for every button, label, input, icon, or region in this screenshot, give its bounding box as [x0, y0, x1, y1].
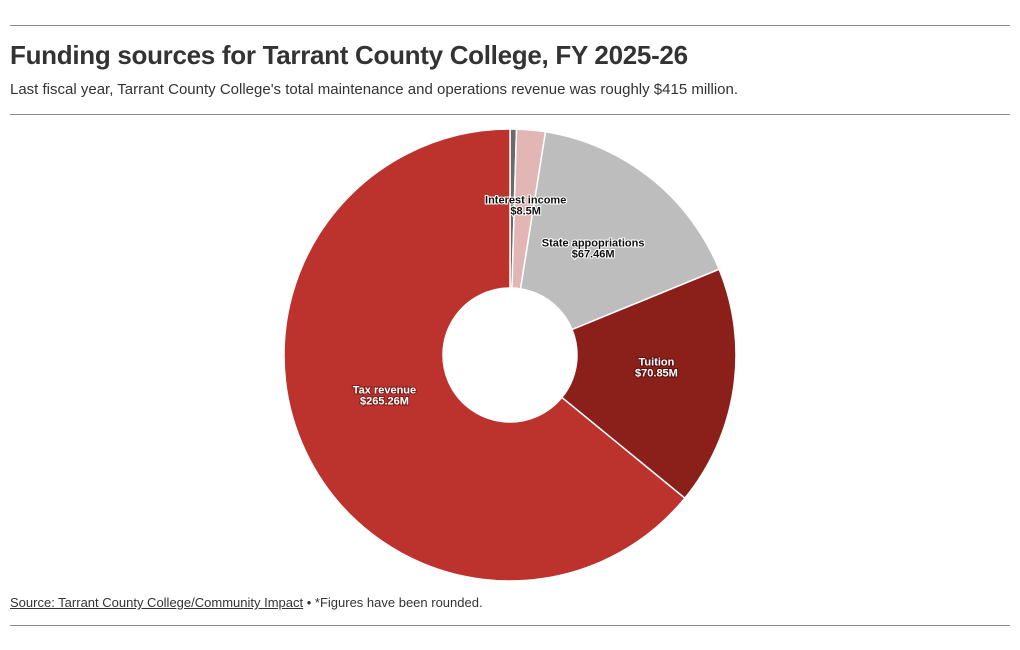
donut-slices [283, 128, 737, 582]
tax-revenue-label-name: Tax revenue [353, 385, 416, 397]
chart-footer: Source: Tarrant County College/Community… [10, 595, 483, 610]
slice-tax-revenue[interactable] [283, 128, 686, 582]
header-divider [10, 114, 1010, 115]
state-appopriations-label-value: $67.46M [572, 249, 615, 261]
interest-income-label-value: $8.5M [510, 206, 541, 218]
footer-separator: • [303, 595, 315, 610]
slice-state-appopriations[interactable] [519, 130, 721, 331]
interest-income-label-name: Interest income [485, 195, 566, 207]
tuition-label-name: Tuition [639, 357, 675, 369]
tuition-label-value: $70.85M [635, 368, 678, 380]
chart-subtitle: Last fiscal year, Tarrant County College… [10, 81, 739, 98]
source-link[interactable]: Source: Tarrant County College/Community… [10, 595, 304, 610]
footer-note: *Figures have been rounded. [314, 595, 483, 610]
state-appopriations-label-name: State appopriations [542, 238, 645, 250]
bottom-divider [10, 625, 1010, 626]
slice-tuition[interactable] [560, 268, 737, 500]
chart-title: Funding sources for Tarrant County Colle… [10, 40, 688, 70]
top-divider [10, 25, 1010, 26]
tax-revenue-label-value: $265.26M [360, 396, 409, 408]
